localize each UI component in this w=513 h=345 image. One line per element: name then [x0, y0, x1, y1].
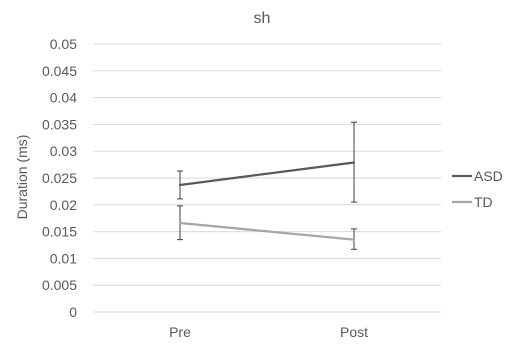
- legend-label: ASD: [474, 168, 503, 184]
- y-tick-label: 0.03: [50, 143, 77, 159]
- y-tick-label: 0.045: [42, 63, 77, 79]
- x-tick-label: Pre: [169, 324, 191, 340]
- y-tick-label: 0.02: [50, 197, 77, 213]
- y-axis-ticks: 0 0.005 0.01 0.015 0.02 0.025 0.03 0.035 0.04 0.0…: [42, 36, 77, 320]
- y-tick-label: 0.025: [42, 170, 77, 186]
- gridlines: [93, 43, 441, 313]
- y-tick-label: 0.01: [50, 250, 77, 266]
- y-axis-label: Duration (ms): [14, 135, 30, 220]
- y-tick-label: 0: [69, 304, 77, 320]
- y-tick-label: 0.04: [50, 90, 77, 106]
- x-tick-label: Post: [340, 324, 368, 340]
- legend: ASD TD: [452, 168, 503, 210]
- x-axis-ticks: Pre Post: [169, 324, 368, 340]
- series-td: [177, 205, 357, 250]
- series-asd: [177, 121, 357, 203]
- data-point: [353, 161, 355, 164]
- data-point: [353, 238, 355, 241]
- legend-item: ASD: [452, 168, 503, 184]
- y-tick-label: 0.015: [42, 224, 77, 240]
- series: [177, 121, 357, 250]
- series-line: [178, 161, 356, 187]
- data-point: [179, 222, 181, 225]
- chart-title: sh: [254, 10, 271, 27]
- legend-item: TD: [452, 194, 493, 210]
- y-tick-label: 0.005: [42, 277, 77, 293]
- data-point: [179, 183, 181, 186]
- series-line: [178, 221, 356, 241]
- y-tick-label: 0.035: [42, 116, 77, 132]
- legend-label: TD: [474, 194, 493, 210]
- y-tick-label: 0.05: [50, 36, 77, 52]
